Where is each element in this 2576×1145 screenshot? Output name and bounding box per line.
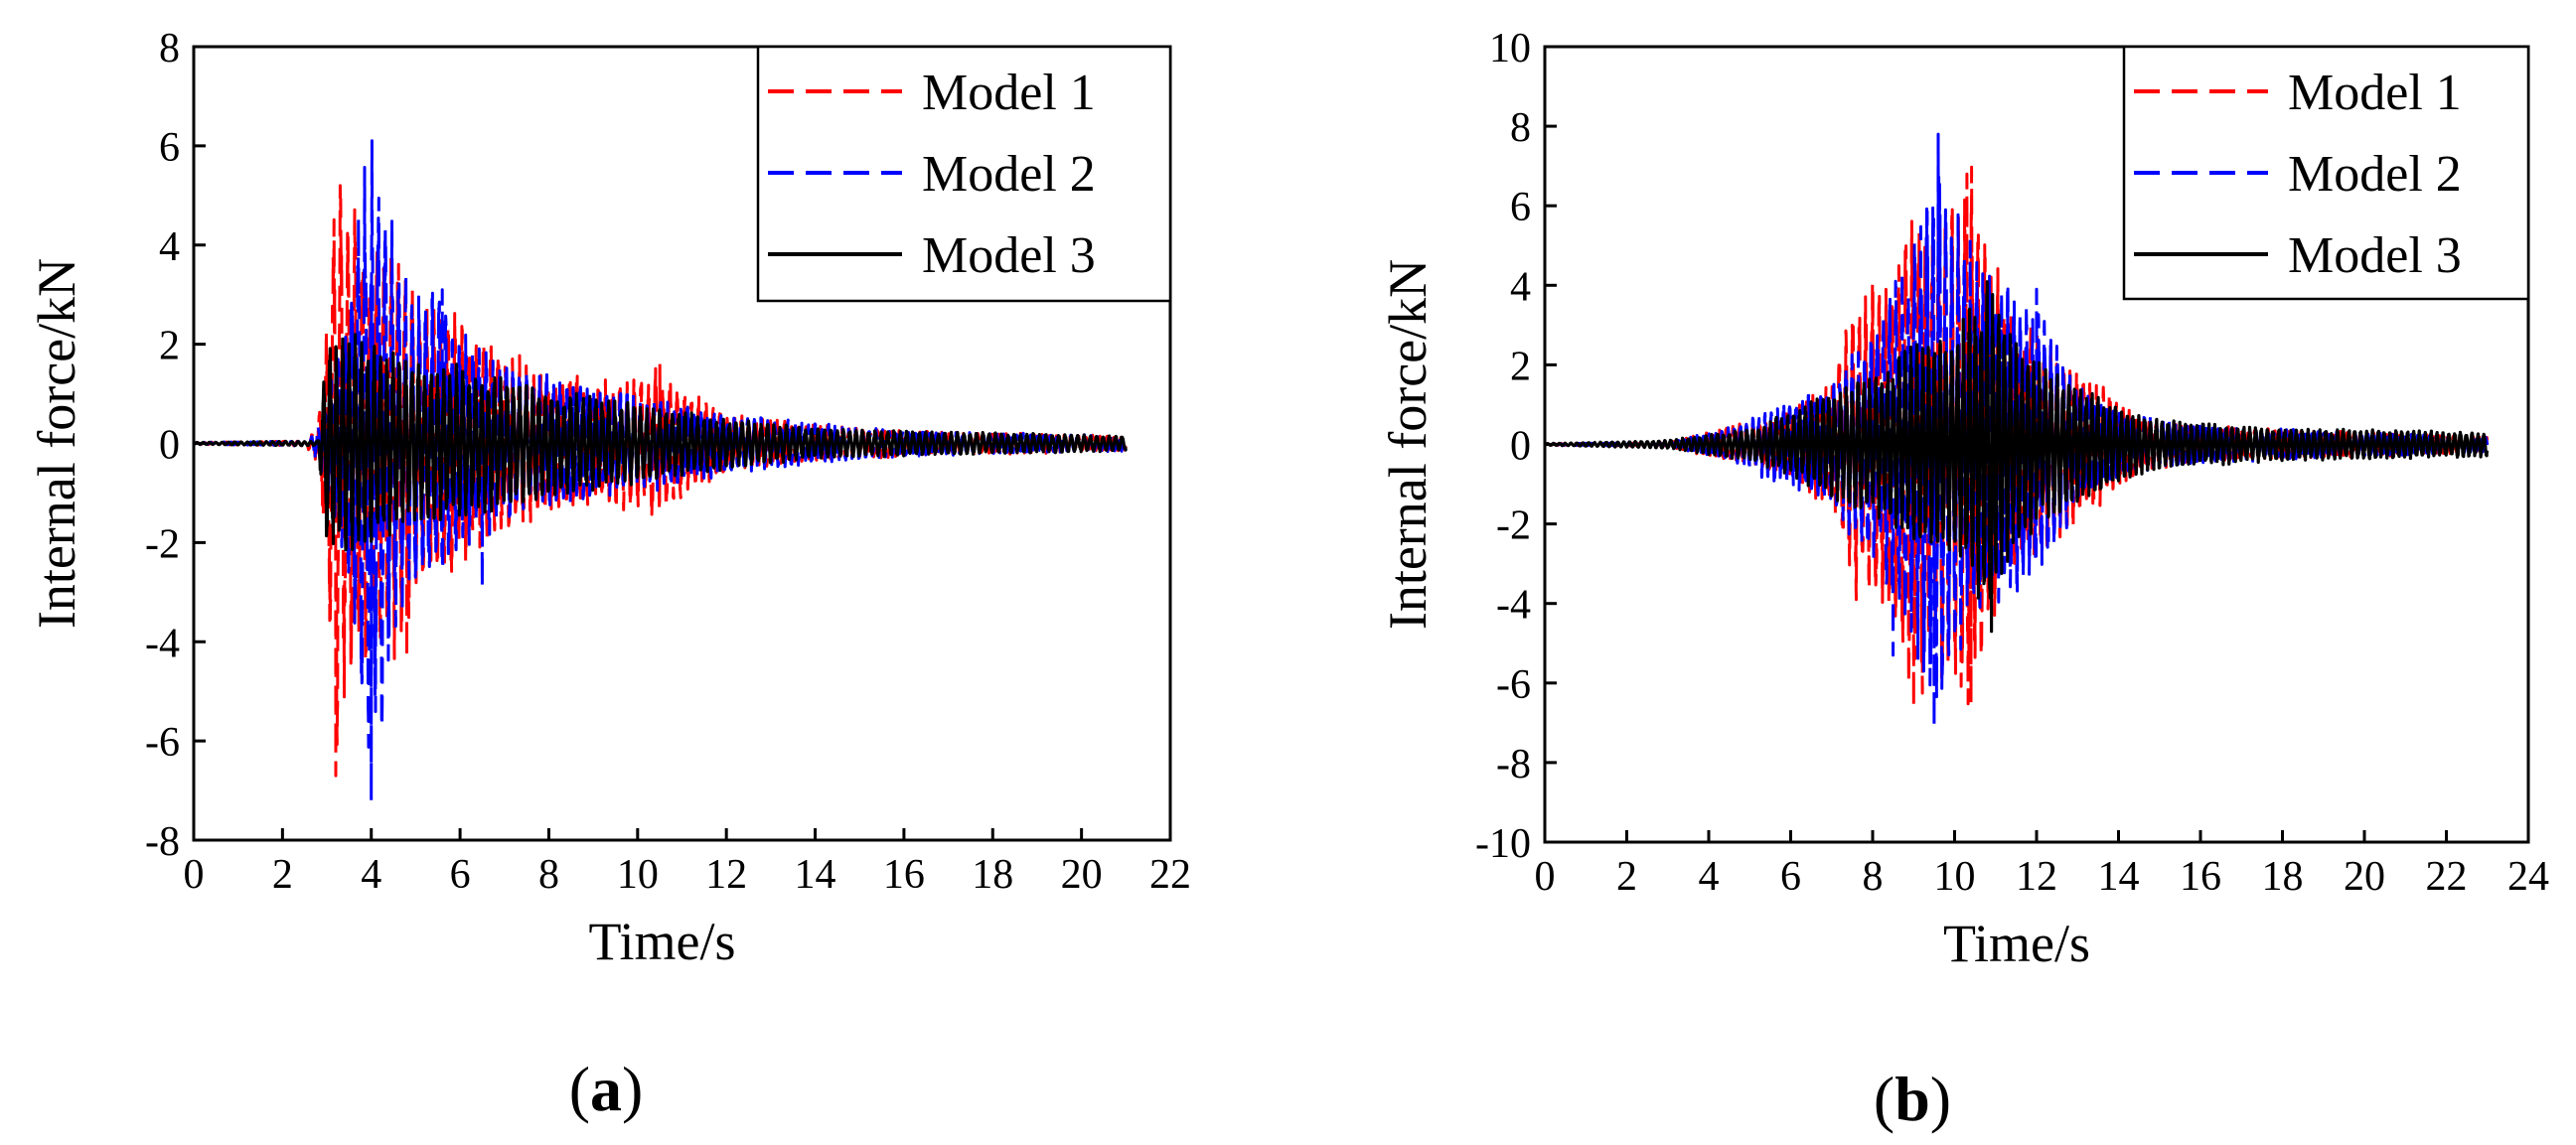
y-tick-label: -4	[1496, 583, 1531, 629]
legend-a: Model 1 Model 2 Model 3	[756, 45, 1172, 303]
x-tick-label: 24	[2507, 854, 2549, 900]
panel-label-a-close: )	[622, 1054, 643, 1124]
series-line-model-3	[1543, 280, 2490, 634]
panel-label-b: (b)	[1874, 1064, 1951, 1134]
y-tick-label: -4	[145, 621, 180, 666]
y-tick-label: -8	[1496, 742, 1531, 787]
legend-label-model-3-a: Model 3	[922, 227, 1096, 284]
series-line-model-3	[192, 333, 1128, 552]
y-tick-label: -6	[145, 720, 180, 766]
legend-label-model-1-b: Model 1	[2288, 65, 2462, 121]
y-tick-label: 0	[159, 423, 180, 469]
x-tick-label: 20	[2344, 854, 2385, 900]
legend-label-model-1-a: Model 1	[922, 65, 1096, 121]
x-tick-label: 16	[883, 852, 925, 898]
x-tick-label: 16	[2180, 854, 2221, 900]
x-tick-label: 2	[272, 852, 293, 898]
x-tick-label: 12	[2016, 854, 2057, 900]
y-tick-label: 6	[159, 125, 180, 171]
y-tick-label: 0	[1510, 424, 1531, 470]
x-tick-label: 10	[1934, 854, 1976, 900]
y-tick-label: 2	[159, 324, 180, 369]
y-axis-title-a: Internal force/kN	[27, 258, 86, 629]
x-tick-label: 12	[705, 852, 747, 898]
x-tick-label: 22	[1149, 852, 1191, 898]
x-tick-label: 8	[538, 852, 559, 898]
panel-label-a: (a)	[569, 1054, 644, 1124]
x-tick-label: 14	[2098, 854, 2140, 900]
x-tick-label: 20	[1061, 852, 1103, 898]
panel-label-b-close: )	[1930, 1064, 1951, 1134]
panel-label-b-open: (	[1874, 1064, 1894, 1134]
y-tick-label: -2	[1496, 503, 1531, 549]
y-tick-label: 2	[1510, 344, 1531, 389]
y-axis-title-b: Internal force/kN	[1378, 259, 1438, 630]
y-tick-label: 10	[1489, 26, 1531, 72]
x-tick-label: 0	[1535, 854, 1556, 900]
x-tick-label: 14	[795, 852, 836, 898]
y-tick-label: -6	[1496, 662, 1531, 708]
x-tick-label: 6	[1780, 854, 1801, 900]
x-tick-label: 8	[1863, 854, 1884, 900]
y-tick-label: 4	[159, 224, 180, 270]
y-tick-label: 6	[1510, 185, 1531, 230]
x-tick-label: 4	[1699, 854, 1720, 900]
x-axis-title-b: Time/s	[1943, 914, 2090, 973]
panel-label-a-letter: a	[590, 1054, 622, 1124]
x-tick-label: 18	[2262, 854, 2304, 900]
legend-label-model-3-b: Model 3	[2288, 227, 2462, 284]
y-tick-label: 4	[1510, 264, 1531, 310]
series-layer-a	[192, 139, 1128, 802]
x-tick-label: 18	[972, 852, 1013, 898]
y-tick-label: -10	[1475, 821, 1531, 867]
x-tick-label: 22	[2426, 854, 2468, 900]
y-tick-label: 8	[1510, 105, 1531, 151]
y-tick-label: 8	[159, 26, 180, 72]
x-tick-label: 0	[184, 852, 205, 898]
chart-panel-b: 0 2 4 6 8 10 12 14 16 18 20 22 241086420-2-4-6-8-10 …	[1378, 26, 2549, 1134]
series-layer-b	[1543, 132, 2490, 729]
x-tick-label: 6	[450, 852, 471, 898]
x-tick-label: 10	[617, 852, 659, 898]
y-tick-label: -8	[145, 819, 180, 865]
x-tick-label: 2	[1616, 854, 1637, 900]
panel-label-a-open: (	[569, 1054, 590, 1124]
legend-label-model-2-b: Model 2	[2288, 146, 2462, 203]
y-tick-label: -2	[145, 521, 180, 567]
legend-label-model-2-a: Model 2	[922, 146, 1096, 203]
legend-b: Model 1 Model 2 Model 3	[2122, 45, 2530, 301]
panel-label-b-letter: b	[1894, 1064, 1930, 1134]
x-axis-title-a: Time/s	[588, 912, 735, 971]
x-tick-label: 4	[361, 852, 381, 898]
